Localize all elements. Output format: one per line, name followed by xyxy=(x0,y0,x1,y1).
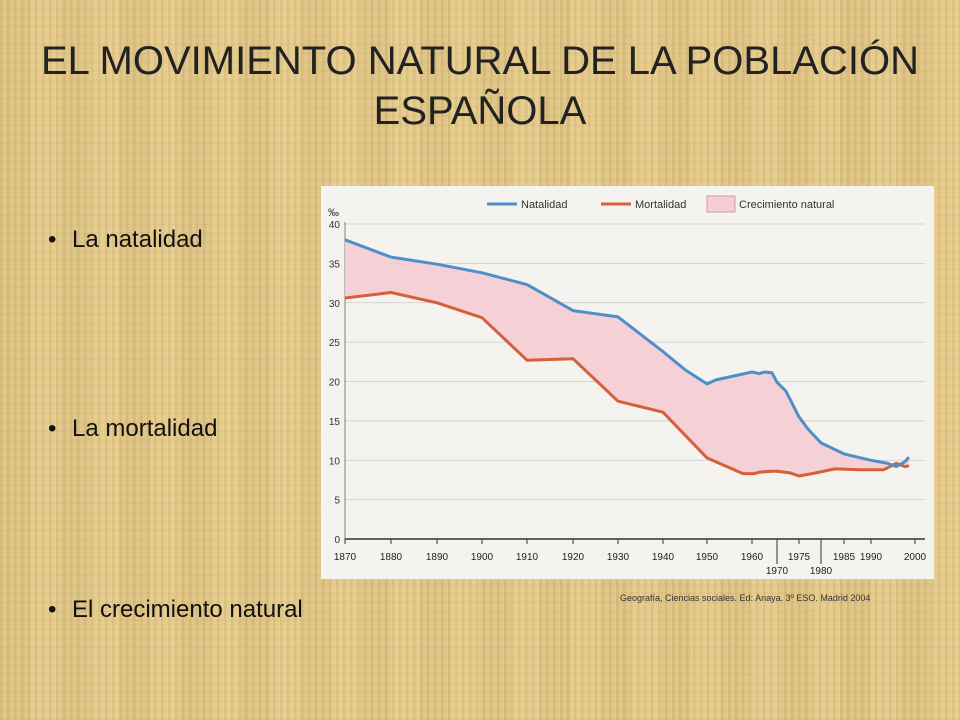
x-tick-label: 2000 xyxy=(904,552,927,563)
x-tick-label: 1910 xyxy=(516,552,539,563)
bullet-dot-icon: • xyxy=(48,226,57,253)
x-tick-label: 1870 xyxy=(334,552,357,563)
legend-natalidad-label: Natalidad xyxy=(521,199,567,211)
bullet-mortalidad: • La mortalidad xyxy=(48,415,217,443)
y-axis-label: ‰ xyxy=(328,207,339,219)
mortalidad-line xyxy=(344,291,910,478)
natalidad-line xyxy=(344,238,911,469)
bullet-crecimiento: • El crecimiento natural xyxy=(48,596,303,624)
bullet-text: El crecimiento natural xyxy=(72,596,303,623)
y-tick-label: 35 xyxy=(329,259,341,270)
x-tick-label: 1960 xyxy=(741,552,764,563)
y-tick-label: 10 xyxy=(329,456,341,467)
x-tick-label: 1985 xyxy=(833,552,856,563)
y-tick-labels: 0 5 10 15 20 25 30 35 40 xyxy=(329,220,341,546)
bullet-dot-icon: • xyxy=(48,596,57,623)
slide-title: EL MOVIMIENTO NATURAL DE LA POBLACIÓN ES… xyxy=(41,39,919,133)
legend-crecimiento-label: Crecimiento natural xyxy=(739,199,834,211)
bullet-natalidad: • La natalidad xyxy=(48,226,203,254)
y-tick-label: 5 xyxy=(334,496,340,507)
demographic-chart: Natalidad Mortalidad Crecimiento natural… xyxy=(321,186,934,579)
y-tick-label: 0 xyxy=(334,535,340,546)
y-tick-label: 20 xyxy=(329,378,341,389)
x-tick-label: 1975 xyxy=(788,552,811,563)
x-tick-label: 1900 xyxy=(471,552,494,563)
y-tick-label: 15 xyxy=(329,417,341,428)
x-tick-label: 1940 xyxy=(652,552,675,563)
legend-mortalidad-label: Mortalidad xyxy=(635,199,686,211)
x-tick-label: 1890 xyxy=(426,552,449,563)
chart-legend: Natalidad Mortalidad Crecimiento natural xyxy=(487,195,834,213)
crecimiento-natural-area xyxy=(345,239,909,476)
source-citation: Geografía, Ciencias sociales. Ed: Anaya.… xyxy=(620,593,871,603)
x-tick-labels: 1870 1880 1890 1900 1910 1920 1930 1940 1950 1960… xyxy=(334,539,927,577)
y-tick-label: 40 xyxy=(329,220,341,231)
x-tick-label: 1970 xyxy=(766,566,789,577)
x-tick-label: 1950 xyxy=(696,552,719,563)
x-tick-label: 1930 xyxy=(607,552,630,563)
x-tick-label: 1980 xyxy=(810,566,833,577)
chart-svg: Natalidad Mortalidad Crecimiento natural… xyxy=(328,195,927,577)
y-tick-label: 30 xyxy=(329,299,341,310)
x-tick-label: 1990 xyxy=(860,552,883,563)
bullet-text: La natalidad xyxy=(72,226,203,253)
y-tick-label: 25 xyxy=(329,338,341,349)
x-tick-label: 1920 xyxy=(562,552,585,563)
bullet-text: La mortalidad xyxy=(72,415,218,442)
bullet-dot-icon: • xyxy=(48,415,57,442)
legend-crecimiento-swatch xyxy=(706,195,736,213)
x-tick-label: 1880 xyxy=(380,552,403,563)
